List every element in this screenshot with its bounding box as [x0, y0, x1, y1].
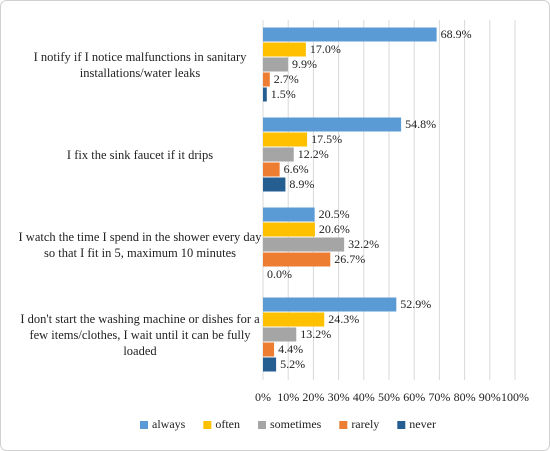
legend-label: sometimes [270, 417, 322, 431]
bar [263, 132, 308, 147]
data-label: 24.3% [328, 312, 359, 326]
data-label: 26.7% [334, 252, 365, 266]
bar [263, 327, 297, 342]
data-label: 68.9% [441, 27, 472, 41]
bar [263, 87, 267, 102]
bar [263, 312, 325, 327]
legend-swatch [339, 421, 348, 429]
legend-swatch [203, 421, 212, 429]
data-label: 52.9% [400, 297, 431, 311]
bar [263, 297, 397, 312]
x-tick-label: 90% [479, 390, 501, 404]
category-label: I notify if I notice malfunctions in san… [33, 50, 247, 80]
x-tick-label: 40% [353, 390, 375, 404]
category-label: I watch the time I spend in the shower e… [18, 230, 262, 260]
legend-label: always [152, 417, 186, 431]
bar [263, 342, 275, 357]
bar [263, 357, 277, 372]
legend-swatch [257, 421, 266, 429]
bar [263, 42, 306, 57]
data-label: 20.6% [319, 222, 350, 236]
x-tick-label: 30% [328, 390, 350, 404]
bar [263, 252, 331, 267]
data-label: 17.0% [310, 42, 341, 56]
legend-label: often [215, 417, 240, 431]
data-label: 0.0% [267, 267, 292, 281]
x-tick-label: 20% [302, 390, 324, 404]
data-label: 9.9% [292, 57, 317, 71]
bar [263, 237, 345, 252]
data-label: 2.7% [274, 72, 299, 86]
bar [263, 222, 315, 237]
bar [263, 147, 294, 162]
data-label: 4.4% [278, 342, 303, 356]
bar [263, 27, 437, 42]
legend-swatch [397, 421, 406, 429]
legend-label: never [409, 417, 436, 431]
legend-swatch [140, 421, 148, 429]
data-label: 20.5% [319, 207, 350, 221]
data-label: 13.2% [300, 327, 331, 341]
x-tick-label: 50% [378, 390, 400, 404]
bar [263, 72, 270, 87]
data-label: 17.5% [311, 132, 342, 146]
data-label: 6.6% [284, 162, 309, 176]
data-label: 8.9% [289, 177, 314, 191]
category-label: I fix the sink faucet if it drips [66, 148, 214, 162]
data-label: 5.2% [280, 357, 305, 371]
x-tick-label: 60% [403, 390, 425, 404]
x-tick-label: 0% [255, 390, 271, 404]
bar [263, 57, 288, 72]
x-tick-label: 10% [277, 390, 299, 404]
data-label: 1.5% [271, 87, 296, 101]
bar [263, 207, 315, 222]
data-label: 54.8% [405, 117, 436, 131]
legend-label: rarely [351, 417, 379, 431]
bar [263, 177, 286, 192]
data-label: 12.2% [298, 147, 329, 161]
x-tick-label: 70% [428, 390, 450, 404]
x-tick-label: 100% [501, 390, 529, 404]
bar [263, 117, 402, 132]
bar [263, 162, 280, 177]
category-label: I don't start the washing machine or dis… [20, 312, 260, 358]
x-tick-label: 80% [454, 390, 476, 404]
data-label: 32.2% [348, 237, 379, 251]
